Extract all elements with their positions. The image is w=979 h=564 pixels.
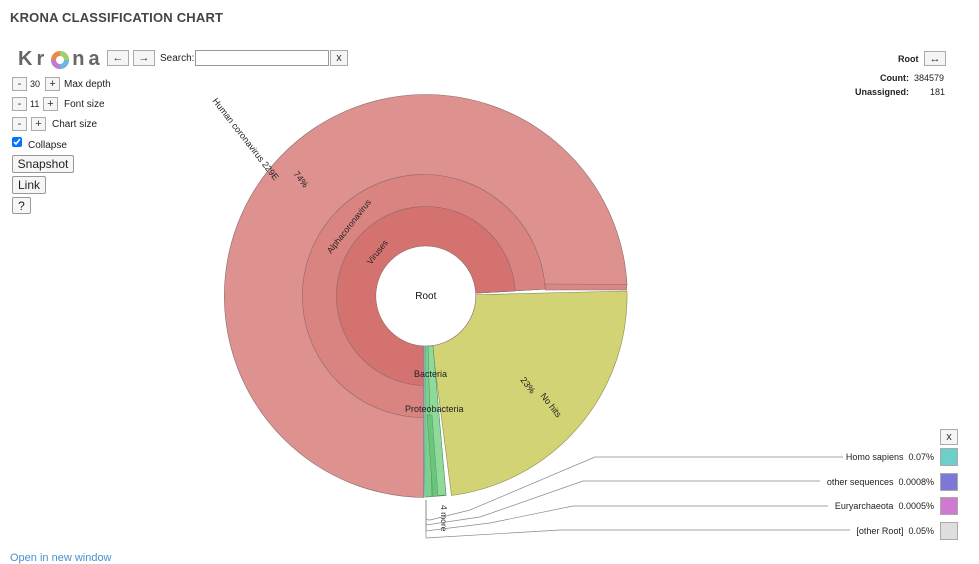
search-input[interactable] <box>195 50 329 66</box>
help-button[interactable]: ? <box>12 197 31 214</box>
font-size-increase-button[interactable]: + <box>43 97 58 111</box>
legend-item-euryarchaeota[interactable]: Euryarchaeota 0.0005% <box>835 501 934 511</box>
label-bacteria: Bacteria <box>414 369 447 379</box>
legend-swatch-other-root <box>940 522 958 540</box>
legend-value: 0.0008% <box>898 477 934 487</box>
details-node-name: Root <box>898 54 919 64</box>
logo-text-left: Kr <box>18 48 49 70</box>
center-label: Root <box>415 291 436 302</box>
krona-wheel-icon <box>50 50 70 70</box>
link-button[interactable]: Link <box>12 176 46 194</box>
forward-button[interactable]: → <box>133 50 155 66</box>
legend-line-other-root <box>425 500 850 539</box>
expand-icon: ↔ <box>929 52 941 65</box>
unassigned-value: 181 <box>930 87 946 97</box>
chart-size-increase-button[interactable]: + <box>31 117 46 131</box>
chart-size-label: Chart size <box>52 119 98 130</box>
segment-proteobacteria-child[interactable] <box>426 414 439 497</box>
collapse-checkbox[interactable] <box>12 137 22 147</box>
font-size-value: 11 <box>30 99 40 109</box>
label-more: 4 more <box>439 505 449 532</box>
collapse-label: Collapse <box>28 140 67 151</box>
page-title: KRONA CLASSIFICATION CHART <box>10 10 224 25</box>
legend-label: Homo sapiens <box>845 452 904 462</box>
count-value: 384579 <box>914 73 945 83</box>
max-depth-label: Max depth <box>64 79 111 90</box>
details-expand-button[interactable]: ↔ <box>924 51 946 66</box>
segment-no-hits[interactable] <box>425 290 628 496</box>
legend-item-homo-sapiens[interactable]: Homo sapiens 0.07% <box>846 452 934 462</box>
search-label: Search: <box>160 53 195 64</box>
legend-label: [other Root] <box>856 526 904 536</box>
legend-item-other-root[interactable]: [other Root] 0.05% <box>856 526 934 536</box>
open-in-new-window-link[interactable]: Open in new window <box>10 552 112 564</box>
legend-value: 0.05% <box>908 526 934 536</box>
legend-swatch-other-sequences <box>940 473 958 491</box>
font-size-decrease-button[interactable]: - <box>12 97 27 111</box>
search-clear-button[interactable]: x <box>330 50 348 66</box>
arrow-left-icon: ← <box>112 52 124 64</box>
legend-value: 0.07% <box>908 452 934 462</box>
chart-size-decrease-button[interactable]: - <box>12 117 27 131</box>
legend-line-euryarchaeota <box>425 500 828 532</box>
legend-item-other-sequences[interactable]: other sequences 0.0008% <box>827 477 934 487</box>
segment-human-coronavirus-child[interactable] <box>544 283 628 291</box>
max-depth-decrease-button[interactable]: - <box>12 77 27 91</box>
center-circle[interactable] <box>375 245 477 347</box>
legend-close-button[interactable]: x <box>940 429 958 445</box>
unassigned-label: Unassigned: <box>855 87 910 97</box>
arrow-right-icon: → <box>138 52 150 64</box>
back-button[interactable]: ← <box>107 50 129 66</box>
legend-swatch-euryarchaeota <box>940 497 958 515</box>
label-human-coronavirus: Human coronavirus 229E <box>210 96 280 182</box>
krona-logo: Kr na <box>18 48 104 71</box>
logo-text-right: na <box>72 48 104 70</box>
label-proteobacteria: Proteobacteria <box>405 404 464 414</box>
legend-value: 0.0005% <box>898 501 934 511</box>
count-label: Count: <box>880 73 909 83</box>
legend-label: Euryarchaeota <box>834 501 894 511</box>
max-depth-increase-button[interactable]: + <box>45 77 60 91</box>
legend-swatch-homo-sapiens <box>940 448 958 466</box>
snapshot-button[interactable]: Snapshot <box>12 155 74 173</box>
legend-label: other sequences <box>826 477 894 487</box>
max-depth-value: 30 <box>30 79 41 89</box>
font-size-label: Font size <box>64 99 105 110</box>
